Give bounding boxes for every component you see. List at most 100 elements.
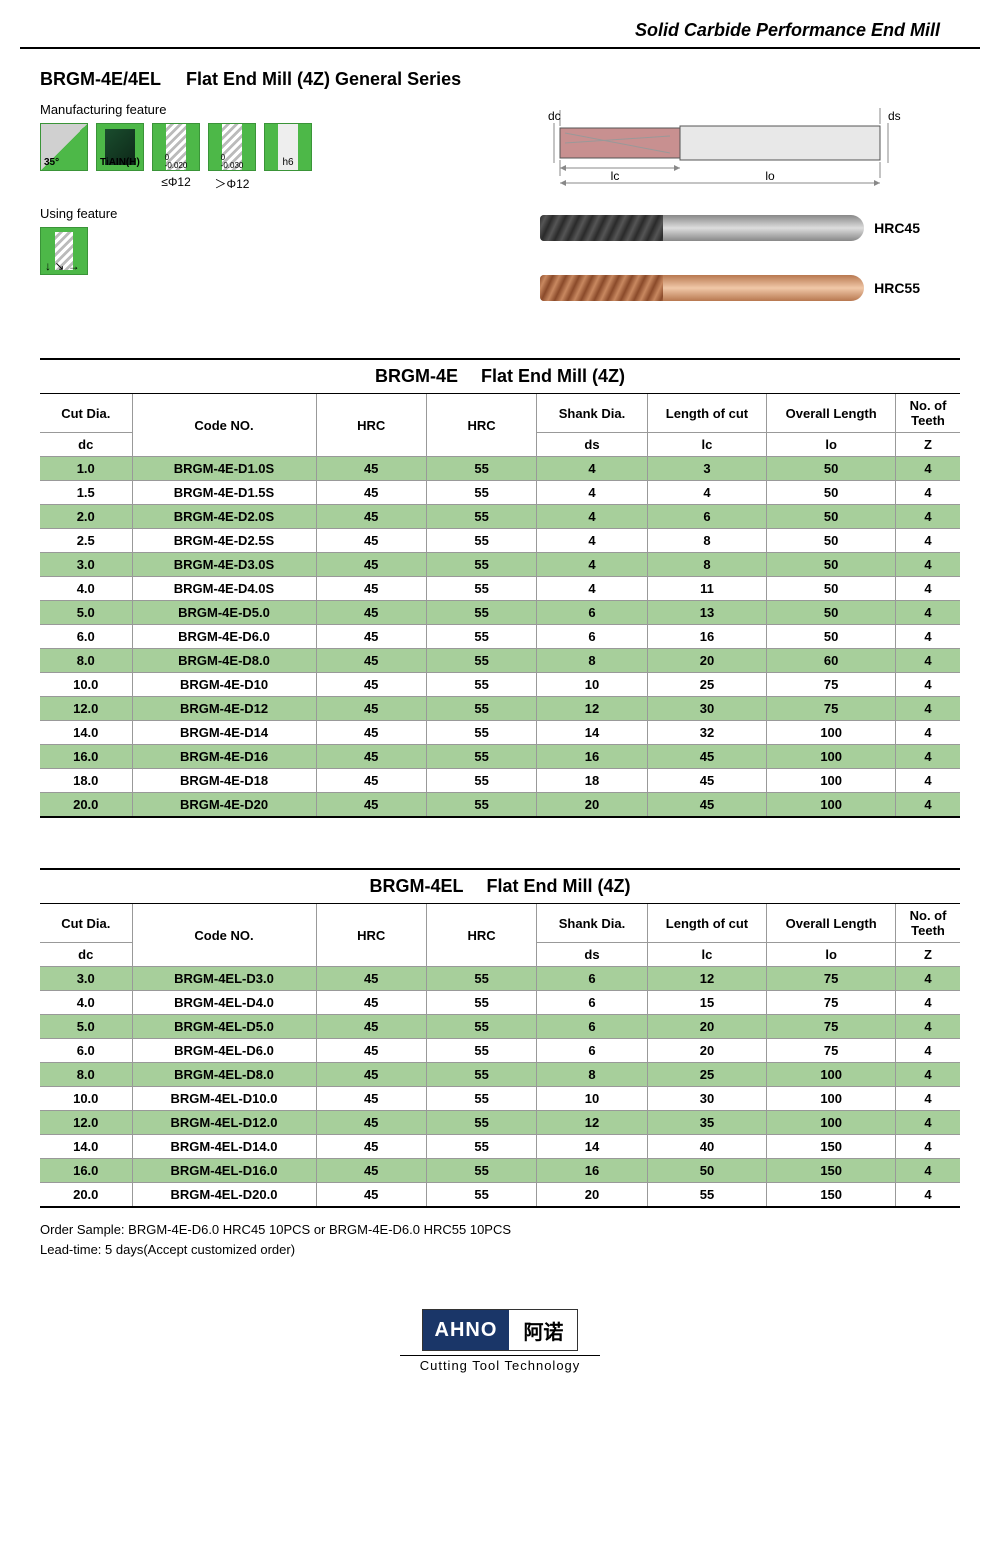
table-cell: 75: [767, 1015, 896, 1039]
table-cell: 45: [316, 1039, 426, 1063]
table-cell: 45: [316, 553, 426, 577]
table-cell: 55: [426, 697, 536, 721]
table-cell: 40: [647, 1135, 767, 1159]
table1-body: 1.0BRGM-4E-D1.0S4555435041.5BRGM-4E-D1.5…: [40, 457, 960, 818]
table-cell: 4: [896, 1159, 960, 1183]
spec-table-1: Cut Dia. Code NO. HRC HRC Shank Dia. Len…: [40, 394, 960, 818]
table-cell: 20: [537, 1183, 647, 1208]
coating-text: TiAIN(H): [100, 157, 140, 168]
table-row: 14.0BRGM-4E-D14455514321004: [40, 721, 960, 745]
table-cell: 4: [537, 481, 647, 505]
helix-text: 35°: [44, 157, 59, 168]
use-feature-label: Using feature: [40, 206, 510, 221]
table1-name: Flat End Mill (4Z): [481, 366, 625, 386]
table-cell: 45: [316, 481, 426, 505]
table-cell: 6.0: [40, 1039, 132, 1063]
table-cell: 5.0: [40, 1015, 132, 1039]
table-cell: BRGM-4EL-D14.0: [132, 1135, 316, 1159]
product-name: Flat End Mill (4Z) General Series: [186, 69, 461, 89]
table-cell: 8: [647, 529, 767, 553]
table-cell: 4: [896, 793, 960, 818]
table-cell: 4.0: [40, 991, 132, 1015]
product-title: BRGM-4E/4EL Flat End Mill (4Z) General S…: [40, 69, 960, 90]
table-cell: BRGM-4E-D18: [132, 769, 316, 793]
table-cell: 45: [316, 745, 426, 769]
table-cell: 45: [316, 721, 426, 745]
table-cell: 45: [316, 673, 426, 697]
table-cell: 55: [426, 577, 536, 601]
table-cell: 4: [896, 673, 960, 697]
table-cell: 50: [767, 625, 896, 649]
table-cell: 50: [767, 529, 896, 553]
table-row: 10.0BRGM-4EL-D10.0455510301004: [40, 1087, 960, 1111]
th-cutdia: Cut Dia.: [40, 394, 132, 433]
footer: AHNO 阿诺 Cutting Tool Technology: [40, 1309, 960, 1393]
table-cell: BRGM-4E-D4.0S: [132, 577, 316, 601]
table-cell: 45: [316, 649, 426, 673]
th-code: Code NO.: [132, 394, 316, 457]
table-cell: 150: [767, 1159, 896, 1183]
table-cell: 4: [896, 553, 960, 577]
table-cell: 11: [647, 577, 767, 601]
table-cell: 55: [426, 721, 536, 745]
table-cell: 50: [767, 457, 896, 481]
table-cell: 20.0: [40, 1183, 132, 1208]
table-cell: 100: [767, 1063, 896, 1087]
table-cell: BRGM-4EL-D12.0: [132, 1111, 316, 1135]
table-cell: 55: [426, 991, 536, 1015]
product-code: BRGM-4E/4EL: [40, 69, 161, 89]
table-cell: 45: [316, 625, 426, 649]
table-cell: 4: [896, 1111, 960, 1135]
logo-cn: 阿诺: [509, 1310, 577, 1350]
dim-lc: lc: [611, 169, 620, 183]
th2-cutdia: Cut Dia.: [40, 904, 132, 943]
diagram-column: lc lo dc ds HRC45 HRC55: [540, 98, 960, 328]
th-shank: Shank Dia.: [537, 394, 647, 433]
table-cell: 55: [426, 1015, 536, 1039]
table-cell: 4: [896, 745, 960, 769]
table-cell: 20.0: [40, 793, 132, 818]
tol2-caption: ＞Φ12: [215, 175, 250, 192]
table-cell: 55: [426, 1063, 536, 1087]
table-cell: 14: [537, 721, 647, 745]
th-lc: lc: [647, 433, 767, 457]
table-cell: 8: [537, 1063, 647, 1087]
table-cell: 8: [537, 649, 647, 673]
th-hrc1: HRC: [316, 394, 426, 457]
table-cell: 30: [647, 697, 767, 721]
endmill-hrc45: HRC45: [540, 208, 920, 248]
table-cell: 8: [647, 553, 767, 577]
table-cell: 12: [537, 1111, 647, 1135]
table-cell: 14.0: [40, 1135, 132, 1159]
dim-ds: ds: [888, 109, 901, 123]
content: BRGM-4E/4EL Flat End Mill (4Z) General S…: [0, 49, 1000, 1413]
table-row: 3.0BRGM-4EL-D3.04555612754: [40, 967, 960, 991]
table-cell: 55: [426, 1039, 536, 1063]
tolerance2-icon: 0 -0.030: [208, 123, 256, 171]
hrc55-label: HRC55: [874, 280, 920, 296]
table-cell: 45: [316, 505, 426, 529]
table-cell: 20: [537, 793, 647, 818]
table-cell: 6.0: [40, 625, 132, 649]
table-row: 12.0BRGM-4EL-D12.0455512351004: [40, 1111, 960, 1135]
table-cell: 4: [896, 1063, 960, 1087]
table-cell: 45: [316, 1015, 426, 1039]
th2-hrc1: HRC: [316, 904, 426, 967]
table-cell: BRGM-4EL-D16.0: [132, 1159, 316, 1183]
table-cell: 4: [896, 529, 960, 553]
table-cell: 4: [896, 1015, 960, 1039]
table-row: 12.0BRGM-4E-D1245551230754: [40, 697, 960, 721]
usage-icon: ↓ ↘ →: [40, 227, 88, 275]
table-row: 20.0BRGM-4EL-D20.0455520551504: [40, 1183, 960, 1208]
table-cell: 150: [767, 1135, 896, 1159]
table-row: 1.0BRGM-4E-D1.0S455543504: [40, 457, 960, 481]
table-cell: 50: [767, 601, 896, 625]
table-cell: BRGM-4E-D8.0: [132, 649, 316, 673]
table-cell: 55: [647, 1183, 767, 1208]
table-row: 20.0BRGM-4E-D20455520451004: [40, 793, 960, 818]
table-cell: 13: [647, 601, 767, 625]
table-cell: 35: [647, 1111, 767, 1135]
table-cell: 5.0: [40, 601, 132, 625]
table-cell: 55: [426, 601, 536, 625]
table-cell: BRGM-4E-D10: [132, 673, 316, 697]
